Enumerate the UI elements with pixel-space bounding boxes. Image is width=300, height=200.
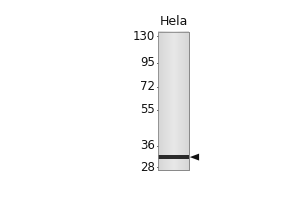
Text: 130: 130: [133, 30, 155, 43]
Text: 72: 72: [140, 80, 155, 93]
Text: Hela: Hela: [159, 15, 188, 28]
Text: 95: 95: [140, 56, 155, 69]
Bar: [158, 32, 189, 170]
Text: 36: 36: [140, 139, 155, 152]
Text: 55: 55: [140, 103, 155, 116]
Bar: [158, 32, 189, 170]
Bar: [158, 155, 189, 159]
Polygon shape: [190, 154, 199, 161]
Text: 28: 28: [140, 161, 155, 174]
